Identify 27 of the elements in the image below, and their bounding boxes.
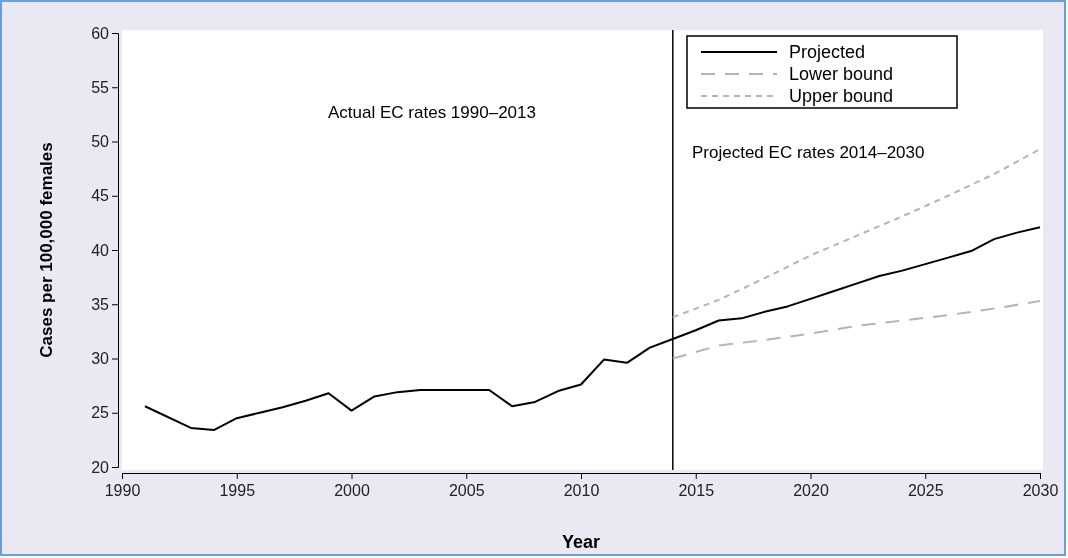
y-tick-label: 30 <box>91 350 110 368</box>
y-tick-label: 60 <box>91 24 110 42</box>
x-tick-label: 2010 <box>563 482 600 500</box>
y-tick-label: 25 <box>91 404 110 422</box>
y-tick-label: 35 <box>91 295 110 313</box>
x-tick-label: 2000 <box>334 482 370 500</box>
x-tick-label: 1995 <box>219 482 256 500</box>
x-axis-title: Year <box>561 532 601 552</box>
x-tick-label: 2015 <box>678 482 715 500</box>
annotation: Actual EC rates 1990–2013 <box>328 103 536 122</box>
x-tick-label: 2020 <box>793 482 829 500</box>
x-tick-label: 2025 <box>907 482 944 500</box>
y-tick-label: 40 <box>91 241 110 259</box>
y-axis-title: Cases per 100,000 females <box>37 142 56 358</box>
legend-label: Projected <box>789 42 866 62</box>
x-tick-label: 2005 <box>448 482 485 500</box>
annotation: Projected EC rates 2014–2030 <box>692 143 925 162</box>
line-series <box>671 300 1041 360</box>
legend-label: Upper bound <box>789 86 894 106</box>
y-tick-label: 20 <box>91 458 110 476</box>
legend-label: Lower bound <box>789 64 894 84</box>
x-tick-label: 1990 <box>104 482 141 500</box>
y-tick-label: 45 <box>91 187 110 205</box>
line-series <box>671 148 1041 319</box>
x-tick-label: 2030 <box>1022 482 1059 500</box>
y-tick-label: 50 <box>91 133 110 151</box>
y-tick-label: 55 <box>91 78 110 96</box>
